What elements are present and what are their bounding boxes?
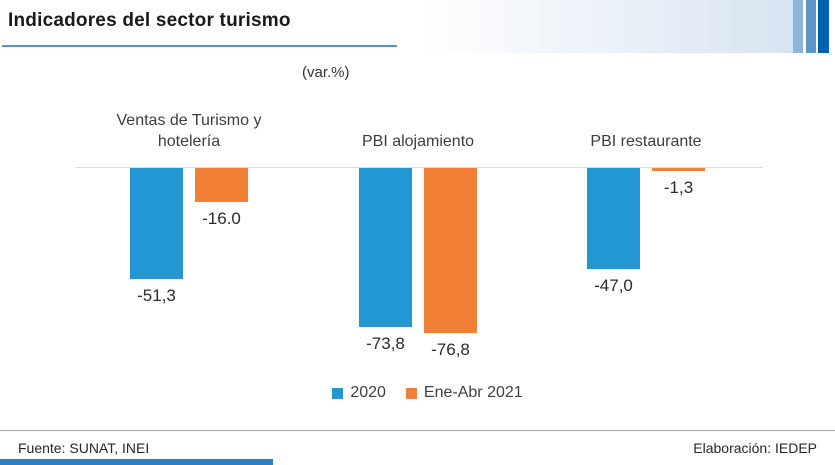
- accent-bar-dark: [818, 0, 829, 53]
- footer-divider: [0, 430, 835, 431]
- legend-item-ene-abr-2021: Ene-Abr 2021: [405, 384, 523, 402]
- category-label: PBI restaurante: [590, 132, 702, 150]
- header-gradient: [420, 0, 793, 53]
- category-label: PBI alojamiento: [361, 132, 475, 150]
- chart-legend: 2020 Ene-Abr 2021: [10, 384, 835, 402]
- legend-item-2020: 2020: [332, 384, 386, 402]
- bottom-accent-bar: [0, 459, 273, 465]
- legend-swatch-ene-abr-2021-icon: [405, 387, 417, 399]
- bar-ene-abr-2021: [652, 168, 705, 171]
- legend-label-2020: 2020: [350, 384, 386, 401]
- bar-ene-abr-2021: [195, 168, 248, 202]
- page-title: Indicadores del sector turismo: [8, 10, 291, 31]
- title-underline: [2, 45, 397, 47]
- accent-bar-medium: [806, 0, 816, 53]
- value-label: -47,0: [594, 276, 633, 295]
- bar-2020: [130, 168, 183, 279]
- bar-2020: [587, 168, 640, 269]
- source-note: Fuente: SUNAT, INEI: [18, 440, 150, 456]
- elaboration-note: Elaboración: IEDEP: [693, 440, 817, 456]
- value-label: -73,8: [366, 334, 405, 353]
- bar-2020: [359, 168, 412, 327]
- legend-swatch-2020-icon: [332, 387, 344, 399]
- chart-unit-label: (var.%): [302, 64, 350, 81]
- value-label: -16.0: [202, 209, 241, 228]
- value-label: -1,3: [663, 178, 694, 197]
- zero-axis-line: [75, 167, 763, 168]
- value-label: -51,3: [137, 286, 176, 305]
- category-label: Ventas de Turismo y hotelería: [116, 111, 262, 150]
- value-label: -76,8: [431, 340, 470, 359]
- bar-ene-abr-2021: [424, 168, 477, 333]
- legend-label-ene-abr-2021: Ene-Abr 2021: [423, 384, 523, 401]
- accent-bar-light: [793, 0, 803, 53]
